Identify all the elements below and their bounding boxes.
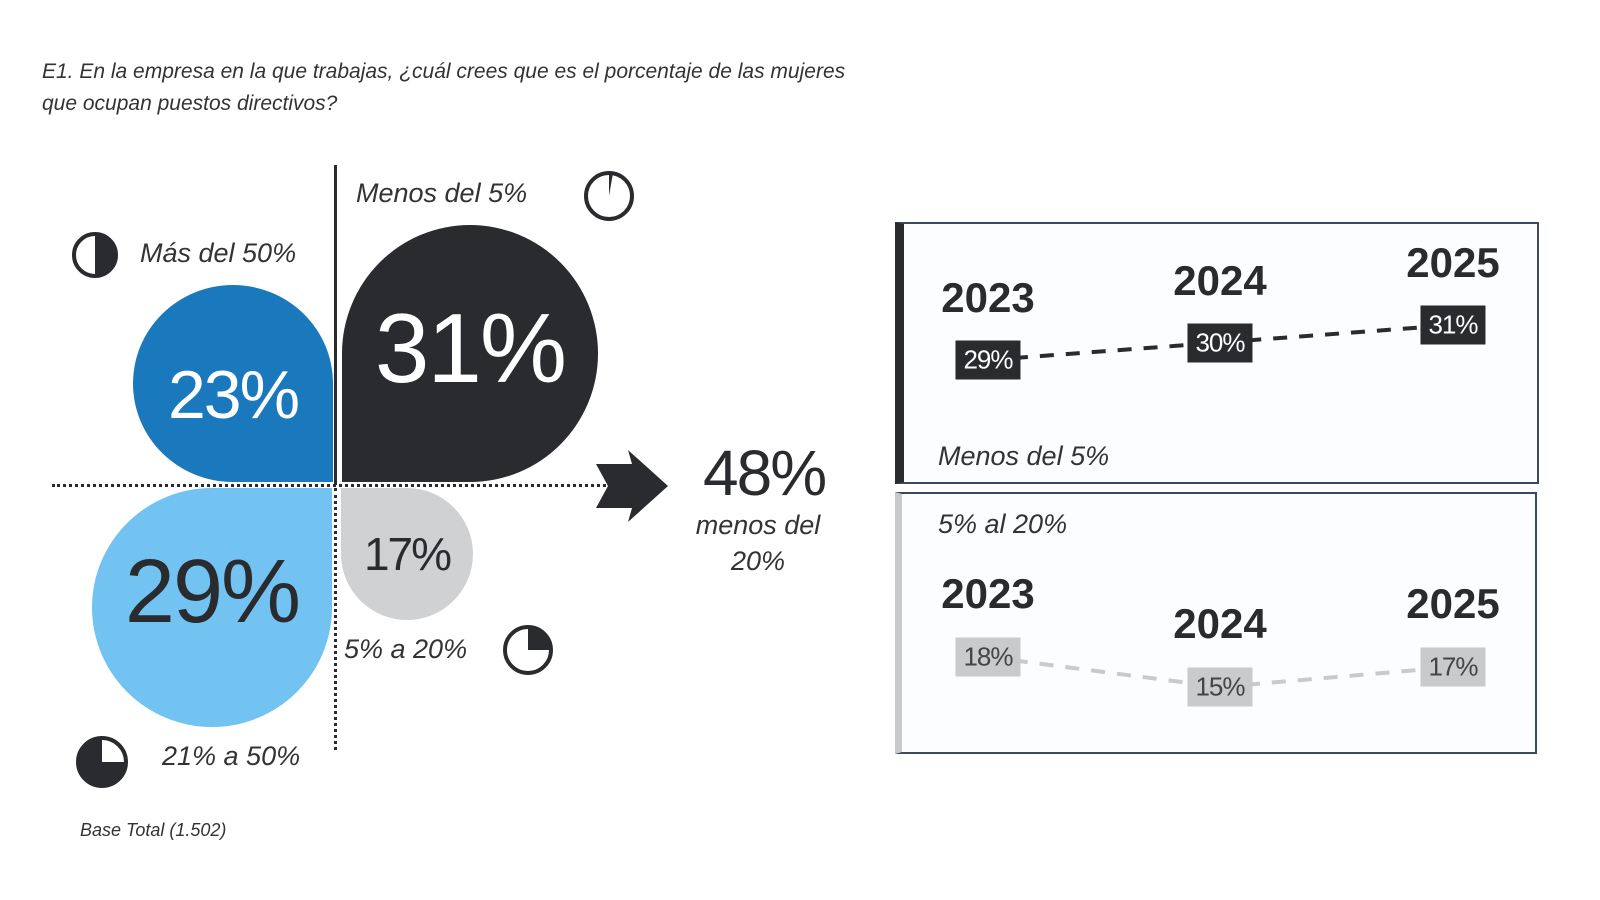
label-21-a-50: 21% a 50% [162, 741, 301, 771]
petal-value: 23% [167, 356, 300, 433]
label-mas-del-50: Más del 50% [140, 238, 297, 268]
data-point-label: 31% [1420, 305, 1486, 345]
year-label: 2023 [941, 570, 1035, 617]
data-point-label: 15% [1187, 667, 1253, 707]
petal-21-a-50: 29% [92, 488, 332, 727]
petal-value: 29% [124, 542, 301, 642]
year-label: 2025 [1406, 580, 1500, 627]
pie-sliver-icon [584, 171, 634, 221]
pie-quarter-icon [76, 736, 128, 788]
vertical-axis-dotted [334, 488, 337, 750]
trend-box-5-al-20 [895, 492, 1537, 754]
summary-value: 48% [703, 437, 827, 509]
pie-half-icon [72, 232, 118, 278]
horizontal-axis-dotted [52, 484, 612, 487]
year-label: 2023 [941, 274, 1035, 321]
petal-value: 17% [363, 528, 452, 580]
year-label: 2025 [1406, 239, 1500, 286]
trend-title: Menos del 5% [938, 441, 1110, 471]
data-point-label: 18% [955, 637, 1021, 677]
petal-mas-del-50: 23% [133, 285, 333, 482]
year-label: 2024 [1173, 600, 1267, 647]
petal-menos-del-5: 31% [342, 225, 598, 482]
summary-line2: 20% [730, 546, 786, 576]
label-5-a-20: 5% a 20% [344, 634, 468, 664]
question-text: E1. En la empresa en la que trabajas, ¿c… [42, 60, 846, 115]
pie-eighth-icon [503, 625, 553, 675]
base-note: Base Total (1.502) [80, 820, 227, 840]
summary-line1: menos del [695, 510, 821, 540]
trend-title: 5% al 20% [938, 509, 1068, 539]
year-label: 2024 [1173, 256, 1267, 304]
petal-5-a-20: 17% [341, 488, 473, 620]
arrow-right-icon [596, 450, 668, 522]
vertical-axis-solid [334, 165, 337, 485]
data-point-label: 30% [1187, 323, 1253, 362]
label-menos-del-5: Menos del 5% [356, 178, 528, 208]
data-point-label: 17% [1420, 647, 1486, 687]
data-point-label: 29% [955, 340, 1021, 380]
petal-value: 31% [374, 293, 567, 403]
